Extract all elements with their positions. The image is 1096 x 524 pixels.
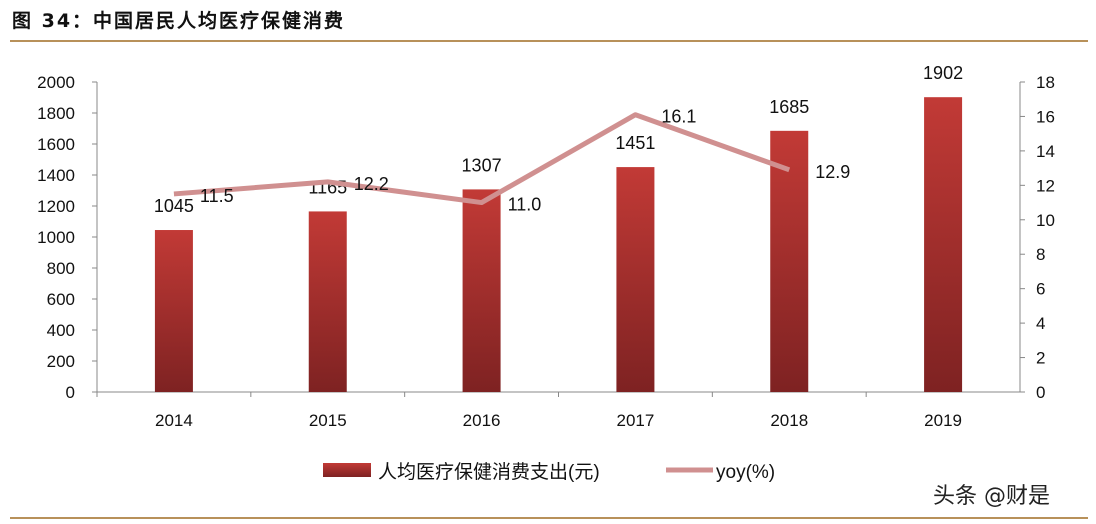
yoy-line [173, 112, 791, 206]
line-label: 11.0 [508, 195, 542, 215]
right-tick-label: 16 [1036, 107, 1055, 126]
bar-label: 1902 [923, 63, 963, 83]
bottom-rule [10, 517, 1088, 519]
left-tick-label: 0 [66, 383, 75, 402]
right-tick-label: 12 [1036, 176, 1055, 195]
right-tick-label: 10 [1036, 211, 1055, 230]
left-tick-label: 1000 [37, 228, 75, 247]
bar [770, 130, 809, 392]
line-label: 11.5 [200, 186, 234, 206]
left-tick-label: 200 [47, 352, 75, 371]
bar [616, 167, 655, 392]
x-tick-label: 2018 [770, 411, 808, 430]
right-tick-label: 4 [1036, 314, 1045, 333]
bar [308, 211, 347, 392]
left-tick-label: 1200 [37, 197, 75, 216]
bar-label: 1307 [462, 155, 502, 175]
legend-bar-swatch [323, 463, 371, 477]
left-tick-label: 400 [47, 321, 75, 340]
bar [924, 97, 963, 392]
x-tick-label: 2016 [463, 411, 501, 430]
right-tick-label: 18 [1036, 73, 1055, 92]
title-rule [10, 40, 1088, 42]
x-tick-label: 2019 [924, 411, 962, 430]
right-tick-label: 2 [1036, 349, 1045, 368]
right-tick-label: 14 [1036, 142, 1055, 161]
x-tick-label: 2014 [155, 411, 193, 430]
bar-label: 1045 [154, 196, 194, 216]
figure-title: 图 34：中国居民人均医疗保健消费 [12, 10, 346, 32]
left-tick-label: 2000 [37, 73, 75, 92]
x-tick-label: 2017 [617, 411, 655, 430]
left-tick-label: 800 [47, 259, 75, 278]
bar [154, 230, 193, 392]
legend-bar-label: 人均医疗保健消费支出(元) [378, 461, 600, 483]
right-tick-label: 6 [1036, 280, 1045, 299]
x-tick-label: 2015 [309, 411, 347, 430]
left-tick-label: 600 [47, 290, 75, 309]
line-label: 12.9 [815, 162, 850, 182]
right-tick-label: 8 [1036, 245, 1045, 264]
line-label: 16.1 [661, 107, 696, 127]
watermark: 头条 @财是 [933, 484, 1050, 509]
bar-label: 1451 [615, 133, 655, 153]
line-label: 12.2 [354, 174, 389, 194]
bar-label: 1685 [769, 97, 809, 117]
left-tick-label: 1600 [37, 135, 75, 154]
right-tick-label: 0 [1036, 383, 1045, 402]
bar [462, 189, 501, 392]
legend-line-label: yoy(%) [716, 462, 775, 483]
left-tick-label: 1400 [37, 166, 75, 185]
left-tick-label: 1800 [37, 104, 75, 123]
